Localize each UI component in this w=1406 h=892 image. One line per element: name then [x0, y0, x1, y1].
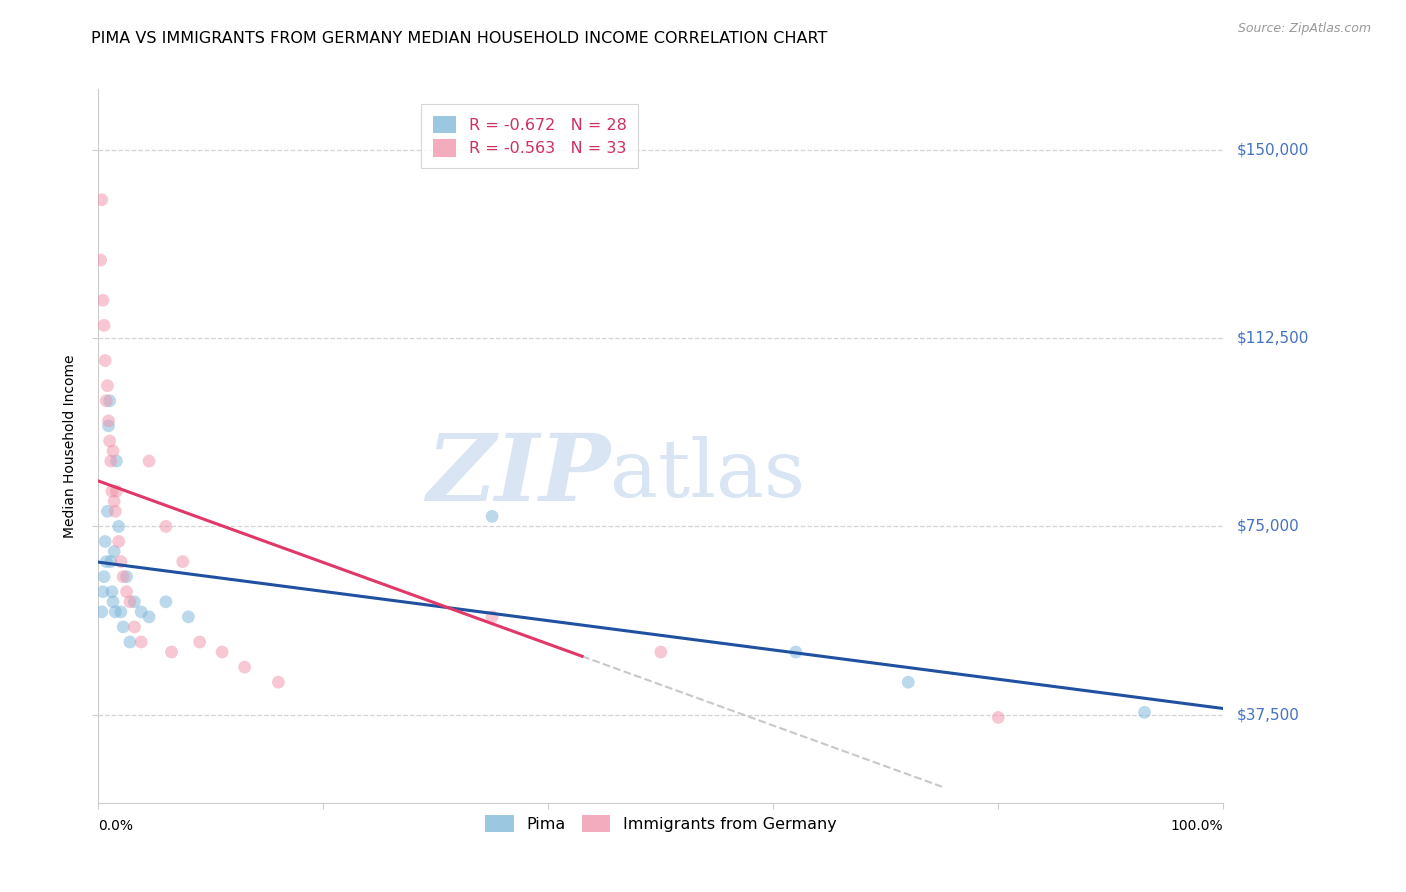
Text: 0.0%: 0.0%	[98, 820, 134, 833]
Point	[104, 605, 127, 619]
Point	[107, 534, 129, 549]
Point	[101, 595, 124, 609]
Text: Source: ZipAtlas.com: Source: ZipAtlas.com	[1237, 22, 1371, 36]
Point	[155, 595, 177, 609]
Point	[90, 605, 112, 619]
Text: $37,500: $37,500	[1237, 707, 1301, 723]
Text: ZIP: ZIP	[426, 430, 610, 519]
Point	[98, 393, 121, 408]
Point	[101, 484, 124, 499]
Point	[90, 193, 112, 207]
Point	[124, 620, 146, 634]
Point	[115, 584, 138, 599]
Point	[481, 509, 503, 524]
Point	[97, 414, 120, 428]
Point	[115, 569, 138, 583]
Point	[103, 494, 125, 508]
Point	[97, 418, 120, 433]
Point	[91, 584, 114, 599]
Point	[91, 293, 114, 308]
Point	[112, 620, 135, 634]
Text: 100.0%: 100.0%	[1171, 820, 1223, 833]
Point	[110, 555, 132, 569]
Point	[104, 504, 127, 518]
Point	[98, 434, 121, 448]
Point	[107, 519, 129, 533]
Point	[650, 645, 672, 659]
Point	[93, 318, 115, 333]
Point	[155, 519, 177, 533]
Point	[103, 544, 125, 558]
Point	[1133, 706, 1156, 720]
Point	[110, 605, 132, 619]
Legend: Pima, Immigrants from Germany: Pima, Immigrants from Germany	[472, 803, 849, 845]
Point	[101, 444, 124, 458]
Point	[987, 710, 1010, 724]
Point	[129, 635, 152, 649]
Point	[112, 569, 135, 583]
Point	[94, 353, 117, 368]
Point	[118, 635, 141, 649]
Point	[105, 454, 128, 468]
Text: $150,000: $150,000	[1237, 142, 1309, 157]
Text: PIMA VS IMMIGRANTS FROM GERMANY MEDIAN HOUSEHOLD INCOME CORRELATION CHART: PIMA VS IMMIGRANTS FROM GERMANY MEDIAN H…	[91, 31, 828, 46]
Text: $75,000: $75,000	[1237, 519, 1301, 534]
Point	[129, 605, 152, 619]
Point	[233, 660, 256, 674]
Point	[93, 569, 115, 583]
Point	[96, 504, 118, 518]
Point	[94, 534, 117, 549]
Point	[138, 610, 160, 624]
Point	[96, 378, 118, 392]
Point	[118, 595, 141, 609]
Point	[124, 595, 146, 609]
Point	[267, 675, 290, 690]
Point	[96, 555, 118, 569]
Point	[177, 610, 200, 624]
Text: $112,500: $112,500	[1237, 330, 1309, 345]
Point	[100, 555, 122, 569]
Point	[138, 454, 160, 468]
Point	[105, 484, 128, 499]
Text: atlas: atlas	[610, 435, 806, 514]
Point	[172, 555, 194, 569]
Point	[160, 645, 183, 659]
Point	[897, 675, 920, 690]
Point	[101, 584, 124, 599]
Point	[100, 454, 122, 468]
Point	[785, 645, 807, 659]
Point	[96, 393, 118, 408]
Point	[90, 253, 112, 268]
Y-axis label: Median Household Income: Median Household Income	[63, 354, 77, 538]
Point	[211, 645, 233, 659]
Point	[481, 610, 503, 624]
Point	[188, 635, 211, 649]
